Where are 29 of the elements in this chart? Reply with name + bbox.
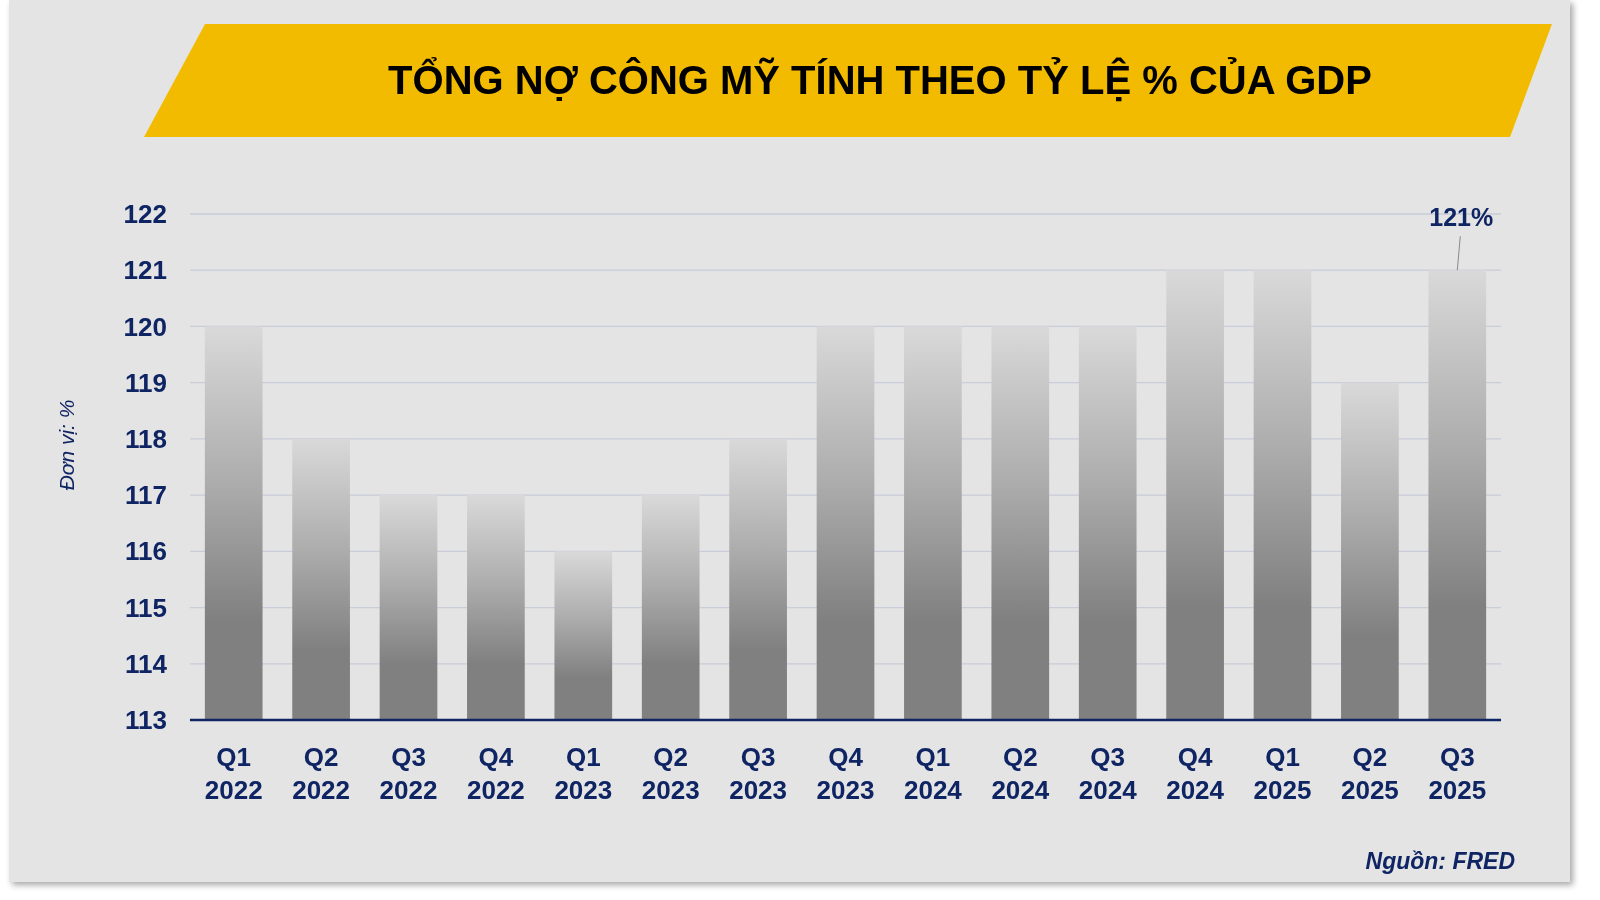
x-tick-label: Q4 2024 [1166, 742, 1225, 805]
y-tick-label: 117 [125, 480, 167, 511]
x-tick-label: Q3 2022 [379, 742, 438, 805]
y-tick-label: 122 [123, 199, 167, 230]
annotation: 121% [1429, 203, 1494, 232]
y-axis-title: Đơn vị: % [55, 399, 78, 491]
text: Nguồn: FRED [1365, 848, 1515, 874]
x-tick-label: Q4 2022 [466, 742, 525, 805]
y-tick-label: 120 [123, 311, 167, 342]
x-tick-label: Q1 2023 [554, 742, 613, 805]
y-tick-label: 114 [125, 648, 168, 679]
x-tick-label: Q1 2025 [1253, 742, 1312, 805]
x-tick-label: Q2 2025 [1340, 742, 1399, 805]
x-tick-label: Q4 2023 [816, 742, 875, 805]
y-tick-label: 119 [125, 367, 167, 398]
x-tick-label: Q2 2022 [292, 742, 351, 805]
x-tick-label: Q2 2024 [991, 742, 1050, 805]
x-tick-label: Q2 2023 [641, 742, 700, 805]
y-tick-label: 121 [123, 255, 167, 286]
x-tick-label: Q3 2025 [1428, 742, 1487, 805]
y-tick-label: 116 [125, 536, 167, 567]
x-tick-label: Q3 2023 [729, 742, 788, 805]
y-tick-label: 118 [125, 423, 167, 454]
x-tick-label: Q1 2024 [903, 742, 963, 805]
y-tick-label: 115 [125, 592, 167, 623]
x-tick-label: Q1 2022 [204, 742, 263, 805]
y-tick-label: 113 [125, 705, 167, 736]
x-tick-label: Q3 2024 [1078, 742, 1138, 805]
chart-title: TỔNG NỢ CÔNG MỸ TÍNH THEO TỶ LỆ % CỦA GDP [388, 56, 1372, 102]
